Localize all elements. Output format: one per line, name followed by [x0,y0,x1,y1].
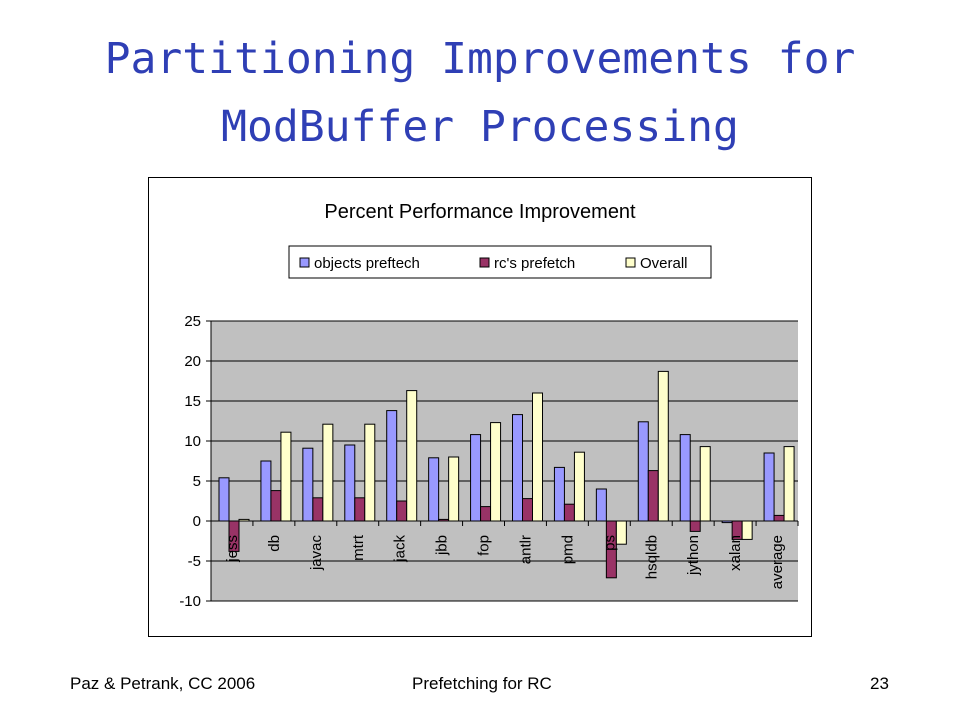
x-category-label: mtrt [350,534,367,561]
bar [699,446,711,522]
x-category-label: jack [392,535,409,563]
bar [647,470,659,522]
chart-frame: Percent Performance Improvement objects p… [148,177,812,637]
x-category-label: fop [476,535,493,556]
bar-chart: Percent Performance Improvement objects p… [179,201,799,610]
bar [773,514,785,522]
legend-label: objects preftech [314,255,420,272]
bar [218,477,230,522]
footer-topic: Prefetching for RC [412,674,552,693]
legend-box [288,245,712,279]
footer-author: Paz & Petrank, CC 2006 [70,674,256,693]
legend-label: rc's prefetch [494,255,575,272]
bar [522,498,533,522]
bar [657,370,669,522]
bar [763,452,775,522]
x-category-label: db [266,535,283,552]
x-category-label: jess [224,535,241,563]
y-tick-label: 25 [184,313,201,330]
bar [783,446,795,522]
x-category-label: pmd [559,535,576,564]
bar [386,410,398,522]
y-tick-label: 15 [184,393,201,410]
y-tick-label: 0 [193,513,201,530]
bar [364,423,376,522]
bar [354,497,366,522]
legend-label: Overall [640,255,688,272]
bar [396,500,408,522]
x-category-label: javac [308,535,325,572]
bar [312,497,324,522]
bar [322,423,334,522]
x-category-label: jbb [434,535,451,556]
x-category-label: hsqldb [643,535,660,579]
x-category-label: jython [685,535,702,576]
bar [637,421,649,522]
y-tick-label: 20 [184,353,201,370]
x-category-label: xalan [727,535,744,571]
bar [428,457,440,522]
bar [470,434,482,522]
x-category-label: ps [601,535,618,551]
bar [448,456,460,522]
bar [689,520,701,532]
bar [270,490,282,522]
bar [260,460,272,522]
slide-title-line-2: ModBuffer Processing [221,102,739,152]
y-tick-label: -5 [188,553,201,570]
slide-title-line-1: Partitioning Improvements for [104,34,856,84]
bar [573,451,585,522]
bar [679,434,691,522]
bar [302,447,314,522]
legend-swatch [479,257,490,268]
x-category-label: average [769,535,786,589]
bar [595,488,607,522]
bar [480,506,492,522]
legend-swatch [299,257,310,268]
bar [563,503,575,522]
y-tick-label: 5 [193,473,201,490]
bar [344,444,356,522]
bar [553,466,565,522]
chart-title: Percent Performance Improvement [324,201,636,223]
legend-swatch [625,257,636,268]
x-category-label: antlr [517,535,534,564]
page-number: 23 [870,674,889,693]
bar [512,414,523,522]
bar [532,392,543,522]
y-tick-label: -10 [179,593,201,610]
bar [280,431,292,522]
y-tick-label: 10 [184,433,201,450]
bar [490,422,502,522]
bar [406,390,418,522]
